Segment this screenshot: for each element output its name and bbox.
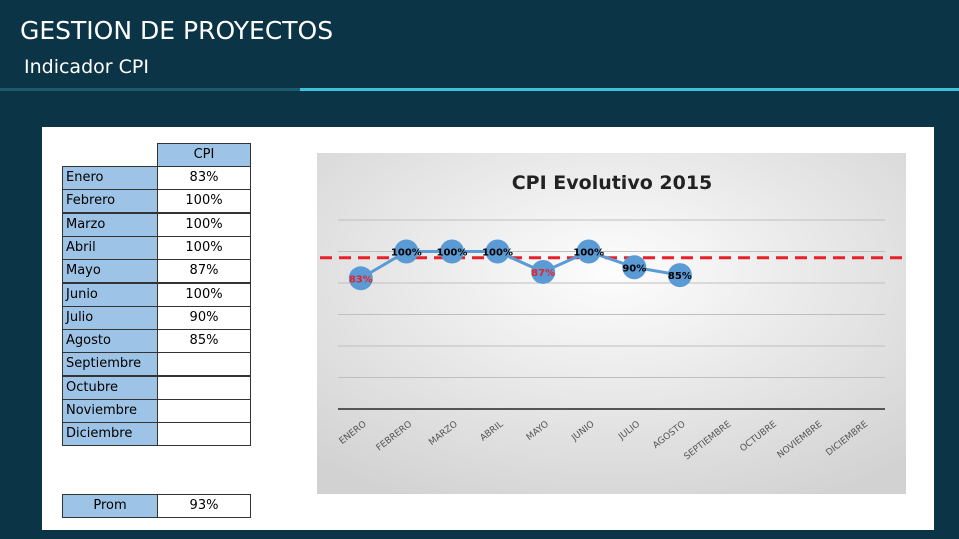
cpi-cell: 83% xyxy=(157,166,251,190)
month-cell: Febrero xyxy=(62,189,158,214)
data-point xyxy=(576,239,601,264)
data-point xyxy=(622,255,647,280)
panel: CPI Evolutivo 2015 ENERO FEBRERO MARZO ABRI… xyxy=(42,127,934,530)
month-cell: Diciembre xyxy=(62,422,158,447)
chart-background xyxy=(317,153,906,494)
cpi-cell: 87% xyxy=(157,259,251,284)
cpi-cell: 100% xyxy=(157,212,251,237)
month-cell: Julio xyxy=(62,305,158,330)
month-cell: Agosto xyxy=(62,329,158,354)
chart-title: CPI Evolutivo 2015 xyxy=(512,172,713,194)
data-label: 100% xyxy=(391,248,422,259)
divider xyxy=(300,88,959,91)
month-cell: Mayo xyxy=(62,259,158,284)
chart: CPI Evolutivo 2015 ENERO FEBRERO MARZO ABRI… xyxy=(317,153,906,494)
average-value: 93% xyxy=(157,494,251,518)
average-label: Prom xyxy=(62,494,158,518)
month-cell: Abril xyxy=(62,235,158,260)
cpi-cell xyxy=(157,375,251,400)
month-cell: Enero xyxy=(62,166,158,190)
data-label: 100% xyxy=(437,248,468,259)
table-header: CPI xyxy=(157,143,251,167)
page-subtitle: Indicador CPI xyxy=(24,56,149,78)
data-point xyxy=(348,266,373,291)
cpi-cell: 100% xyxy=(157,282,251,307)
data-label: 100% xyxy=(482,248,513,259)
month-cell: Octubre xyxy=(62,375,158,400)
data-point xyxy=(394,239,419,264)
data-point xyxy=(531,259,556,284)
data-label: 85% xyxy=(668,271,692,282)
page-title: GESTION DE PROYECTOS xyxy=(20,16,334,45)
cpi-cell: 90% xyxy=(157,305,251,330)
data-label: 90% xyxy=(622,263,646,274)
divider xyxy=(0,88,300,91)
data-label: 100% xyxy=(573,248,604,259)
cpi-cell: 85% xyxy=(157,329,251,354)
data-label: 87% xyxy=(531,268,555,279)
month-cell: Septiembre xyxy=(62,352,158,377)
data-label: 83% xyxy=(349,274,373,285)
cpi-cell: 100% xyxy=(157,235,251,260)
cpi-cell xyxy=(157,399,251,423)
cpi-cell xyxy=(157,422,251,447)
month-cell: Junio xyxy=(62,282,158,307)
month-cell: Marzo xyxy=(62,212,158,237)
data-point xyxy=(485,239,510,264)
month-cell: Noviembre xyxy=(62,399,158,423)
data-point xyxy=(439,239,464,264)
cpi-cell xyxy=(157,352,251,377)
data-point xyxy=(667,263,692,288)
cpi-cell: 100% xyxy=(157,189,251,214)
